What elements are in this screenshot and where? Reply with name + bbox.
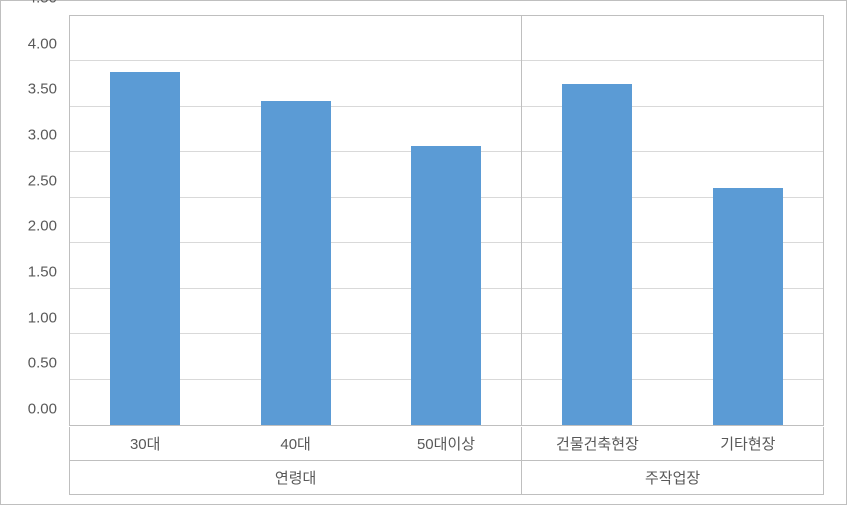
y-tick-label: 2.00 (13, 218, 57, 235)
bar-slot (371, 16, 521, 425)
bar-group (522, 16, 823, 425)
x-category-label: 30대 (69, 427, 220, 461)
x-category-label: 40대 (220, 427, 370, 461)
x-axis-groups: 연령대 주작업장 (69, 461, 824, 495)
bar-slot (522, 16, 672, 425)
bar-slot (70, 16, 220, 425)
y-tick-label: 4.00 (13, 35, 57, 52)
bar (562, 84, 632, 425)
x-axis-categories: 30대 40대 50대이상 건물건축현장 기타현장 (69, 427, 824, 461)
bar (713, 188, 783, 425)
bars-layer (70, 16, 823, 425)
bar (411, 146, 481, 425)
x-category-label: 50대이상 (371, 427, 522, 461)
y-tick-label: 0.50 (13, 355, 57, 372)
y-tick-label: 1.00 (13, 309, 57, 326)
plot-area (69, 15, 824, 426)
x-category-label: 기타현장 (673, 427, 824, 461)
bar (110, 72, 180, 425)
y-axis: 0.00 0.50 1.00 1.50 2.00 2.50 3.00 3.50 … (13, 15, 63, 426)
y-tick-label: 2.50 (13, 172, 57, 189)
y-tick-label: 3.50 (13, 81, 57, 98)
bar-chart: 0.00 0.50 1.00 1.50 2.00 2.50 3.00 3.50 … (0, 0, 847, 505)
y-tick-label: 0.00 (13, 401, 57, 418)
bar (261, 101, 331, 425)
y-tick-label: 4.50 (13, 0, 57, 7)
x-group-label: 연령대 (69, 461, 522, 495)
x-group-label: 주작업장 (522, 461, 824, 495)
bar-slot (673, 16, 823, 425)
bar-group (70, 16, 521, 425)
x-category-label: 건물건축현장 (522, 427, 672, 461)
y-tick-label: 1.50 (13, 264, 57, 281)
y-tick-label: 3.00 (13, 127, 57, 144)
bar-slot (220, 16, 370, 425)
